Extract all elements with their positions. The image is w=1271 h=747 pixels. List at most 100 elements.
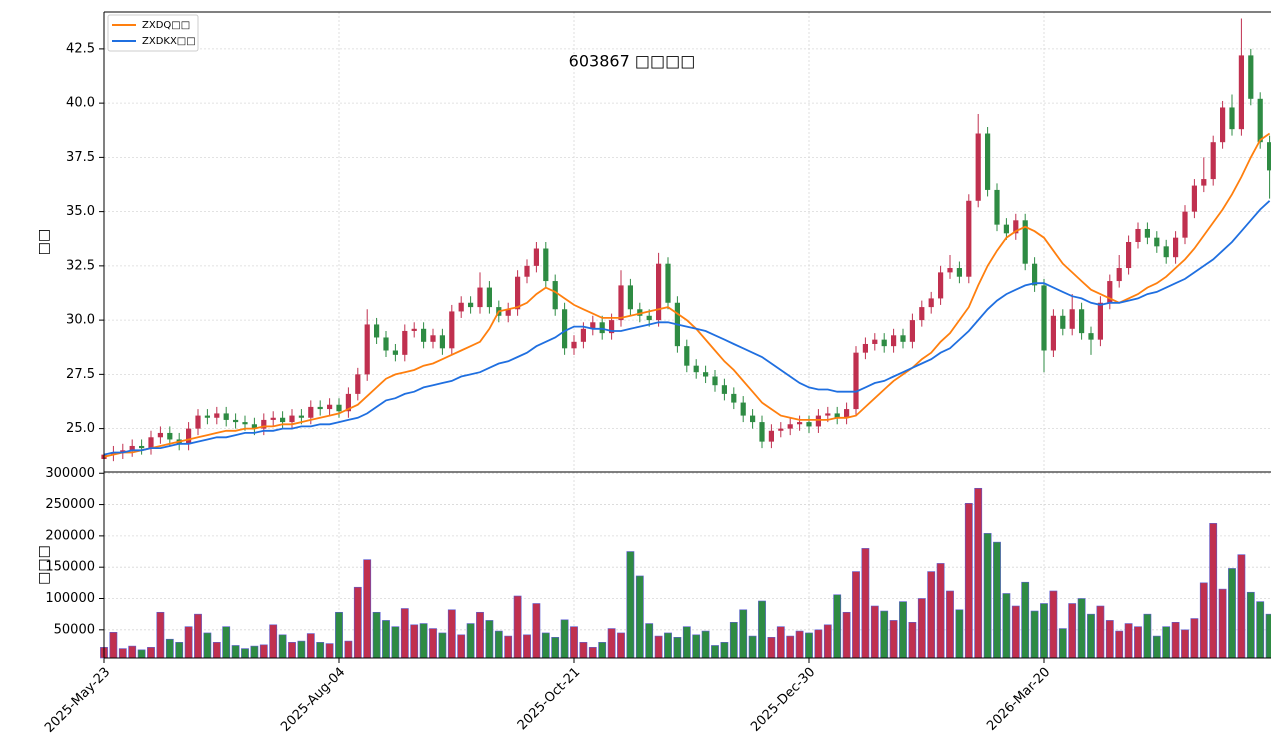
candle-body — [562, 309, 568, 349]
candle-body — [1107, 281, 1113, 303]
candle-body — [1173, 237, 1179, 258]
x-tick-label: 2026-Mar-20 — [984, 665, 1053, 734]
volume-bar — [1115, 630, 1124, 659]
candle-body — [656, 263, 662, 321]
candle-body — [308, 406, 314, 418]
candle-body — [1154, 237, 1160, 247]
volume-bar — [1011, 605, 1020, 659]
volume-bar — [128, 645, 137, 659]
candle-body — [1041, 285, 1047, 351]
volume-bar — [1228, 568, 1236, 659]
volume-bar — [579, 642, 588, 659]
volume-bar — [1171, 622, 1180, 659]
candle-body — [486, 287, 492, 308]
volume-bar — [382, 620, 390, 659]
volume-bar — [899, 601, 907, 659]
candle-body — [1267, 142, 1271, 171]
candle-body — [684, 346, 690, 366]
candle-body — [1135, 228, 1141, 242]
candle-body — [345, 393, 351, 412]
volume-bar — [184, 626, 193, 659]
volume-bar — [748, 635, 757, 659]
candle-body — [505, 309, 511, 316]
volume-bar — [203, 632, 212, 659]
candle-body — [261, 419, 267, 429]
candle-body — [402, 330, 408, 355]
candle-body — [1182, 211, 1188, 238]
volume-bar — [617, 632, 625, 659]
candle-body — [797, 422, 803, 425]
candle-body — [421, 328, 427, 342]
candle-body — [364, 324, 370, 375]
volume-bar — [842, 611, 851, 659]
y-tick-label: 250000 — [45, 497, 95, 512]
candle-body — [665, 263, 671, 303]
candle-body — [1257, 98, 1263, 143]
candle-body — [129, 445, 135, 451]
volume-bar — [1246, 591, 1255, 659]
volume-bar — [551, 637, 560, 659]
volume-bar — [701, 630, 710, 659]
candle-body — [374, 324, 380, 338]
volume-bar — [325, 643, 334, 659]
volume-bar — [1190, 618, 1199, 659]
candle-body — [1126, 242, 1132, 269]
volume-bar — [241, 648, 249, 659]
candle-body — [270, 417, 276, 420]
candle-body — [844, 409, 850, 418]
candle-body — [1210, 142, 1216, 180]
candle-body — [157, 432, 163, 438]
candle-body — [449, 311, 455, 349]
candle-body — [994, 189, 1000, 225]
candle-body — [609, 320, 615, 334]
volume-bar — [739, 609, 748, 659]
volume-bar — [729, 622, 738, 659]
candle-body — [703, 372, 709, 377]
candle-body — [1060, 315, 1066, 329]
x-tick-label: 2025-May-23 — [42, 665, 113, 736]
volume-bar — [711, 645, 719, 659]
candle-body — [186, 428, 192, 444]
volume-bar — [147, 647, 155, 659]
volume-bar — [720, 642, 729, 659]
candle-body — [928, 298, 934, 308]
volume-bar — [833, 594, 842, 659]
candle-body — [599, 322, 605, 334]
candle-body — [280, 417, 286, 423]
candle-body — [204, 415, 210, 418]
candle-body — [806, 422, 812, 427]
candle-body — [627, 285, 633, 310]
candle-body — [458, 302, 464, 312]
volume-bar — [363, 559, 372, 659]
volume-bar — [1068, 603, 1077, 659]
candle-body — [787, 424, 793, 429]
volume-bar — [645, 623, 654, 659]
candle-body — [289, 415, 295, 423]
volume-bar — [852, 571, 860, 659]
volume-bar — [494, 630, 503, 659]
volume-bar — [165, 638, 174, 659]
volume-bar — [870, 605, 879, 659]
y-tick-label: 42.5 — [66, 41, 95, 56]
y-axis-label: □□ — [36, 229, 52, 255]
candle-body — [1238, 55, 1244, 130]
candle-body — [1191, 185, 1197, 212]
volume-bar — [532, 603, 541, 659]
volume-bar — [1209, 523, 1218, 659]
candle-body — [580, 328, 586, 342]
candle-body — [468, 302, 474, 308]
volume-bar — [278, 634, 287, 659]
volume-bar — [250, 645, 259, 659]
candle-body — [383, 337, 389, 351]
volume-bar — [767, 637, 776, 659]
volume-bar — [1162, 626, 1171, 659]
volume-bar — [353, 586, 362, 659]
volume-bar — [758, 600, 766, 659]
volume-bar — [156, 611, 165, 659]
volume-bar — [541, 632, 550, 659]
volume-bar — [1124, 623, 1133, 659]
volume-bar — [1030, 610, 1039, 659]
volume-bar — [194, 613, 202, 659]
candle-body — [1248, 55, 1254, 99]
